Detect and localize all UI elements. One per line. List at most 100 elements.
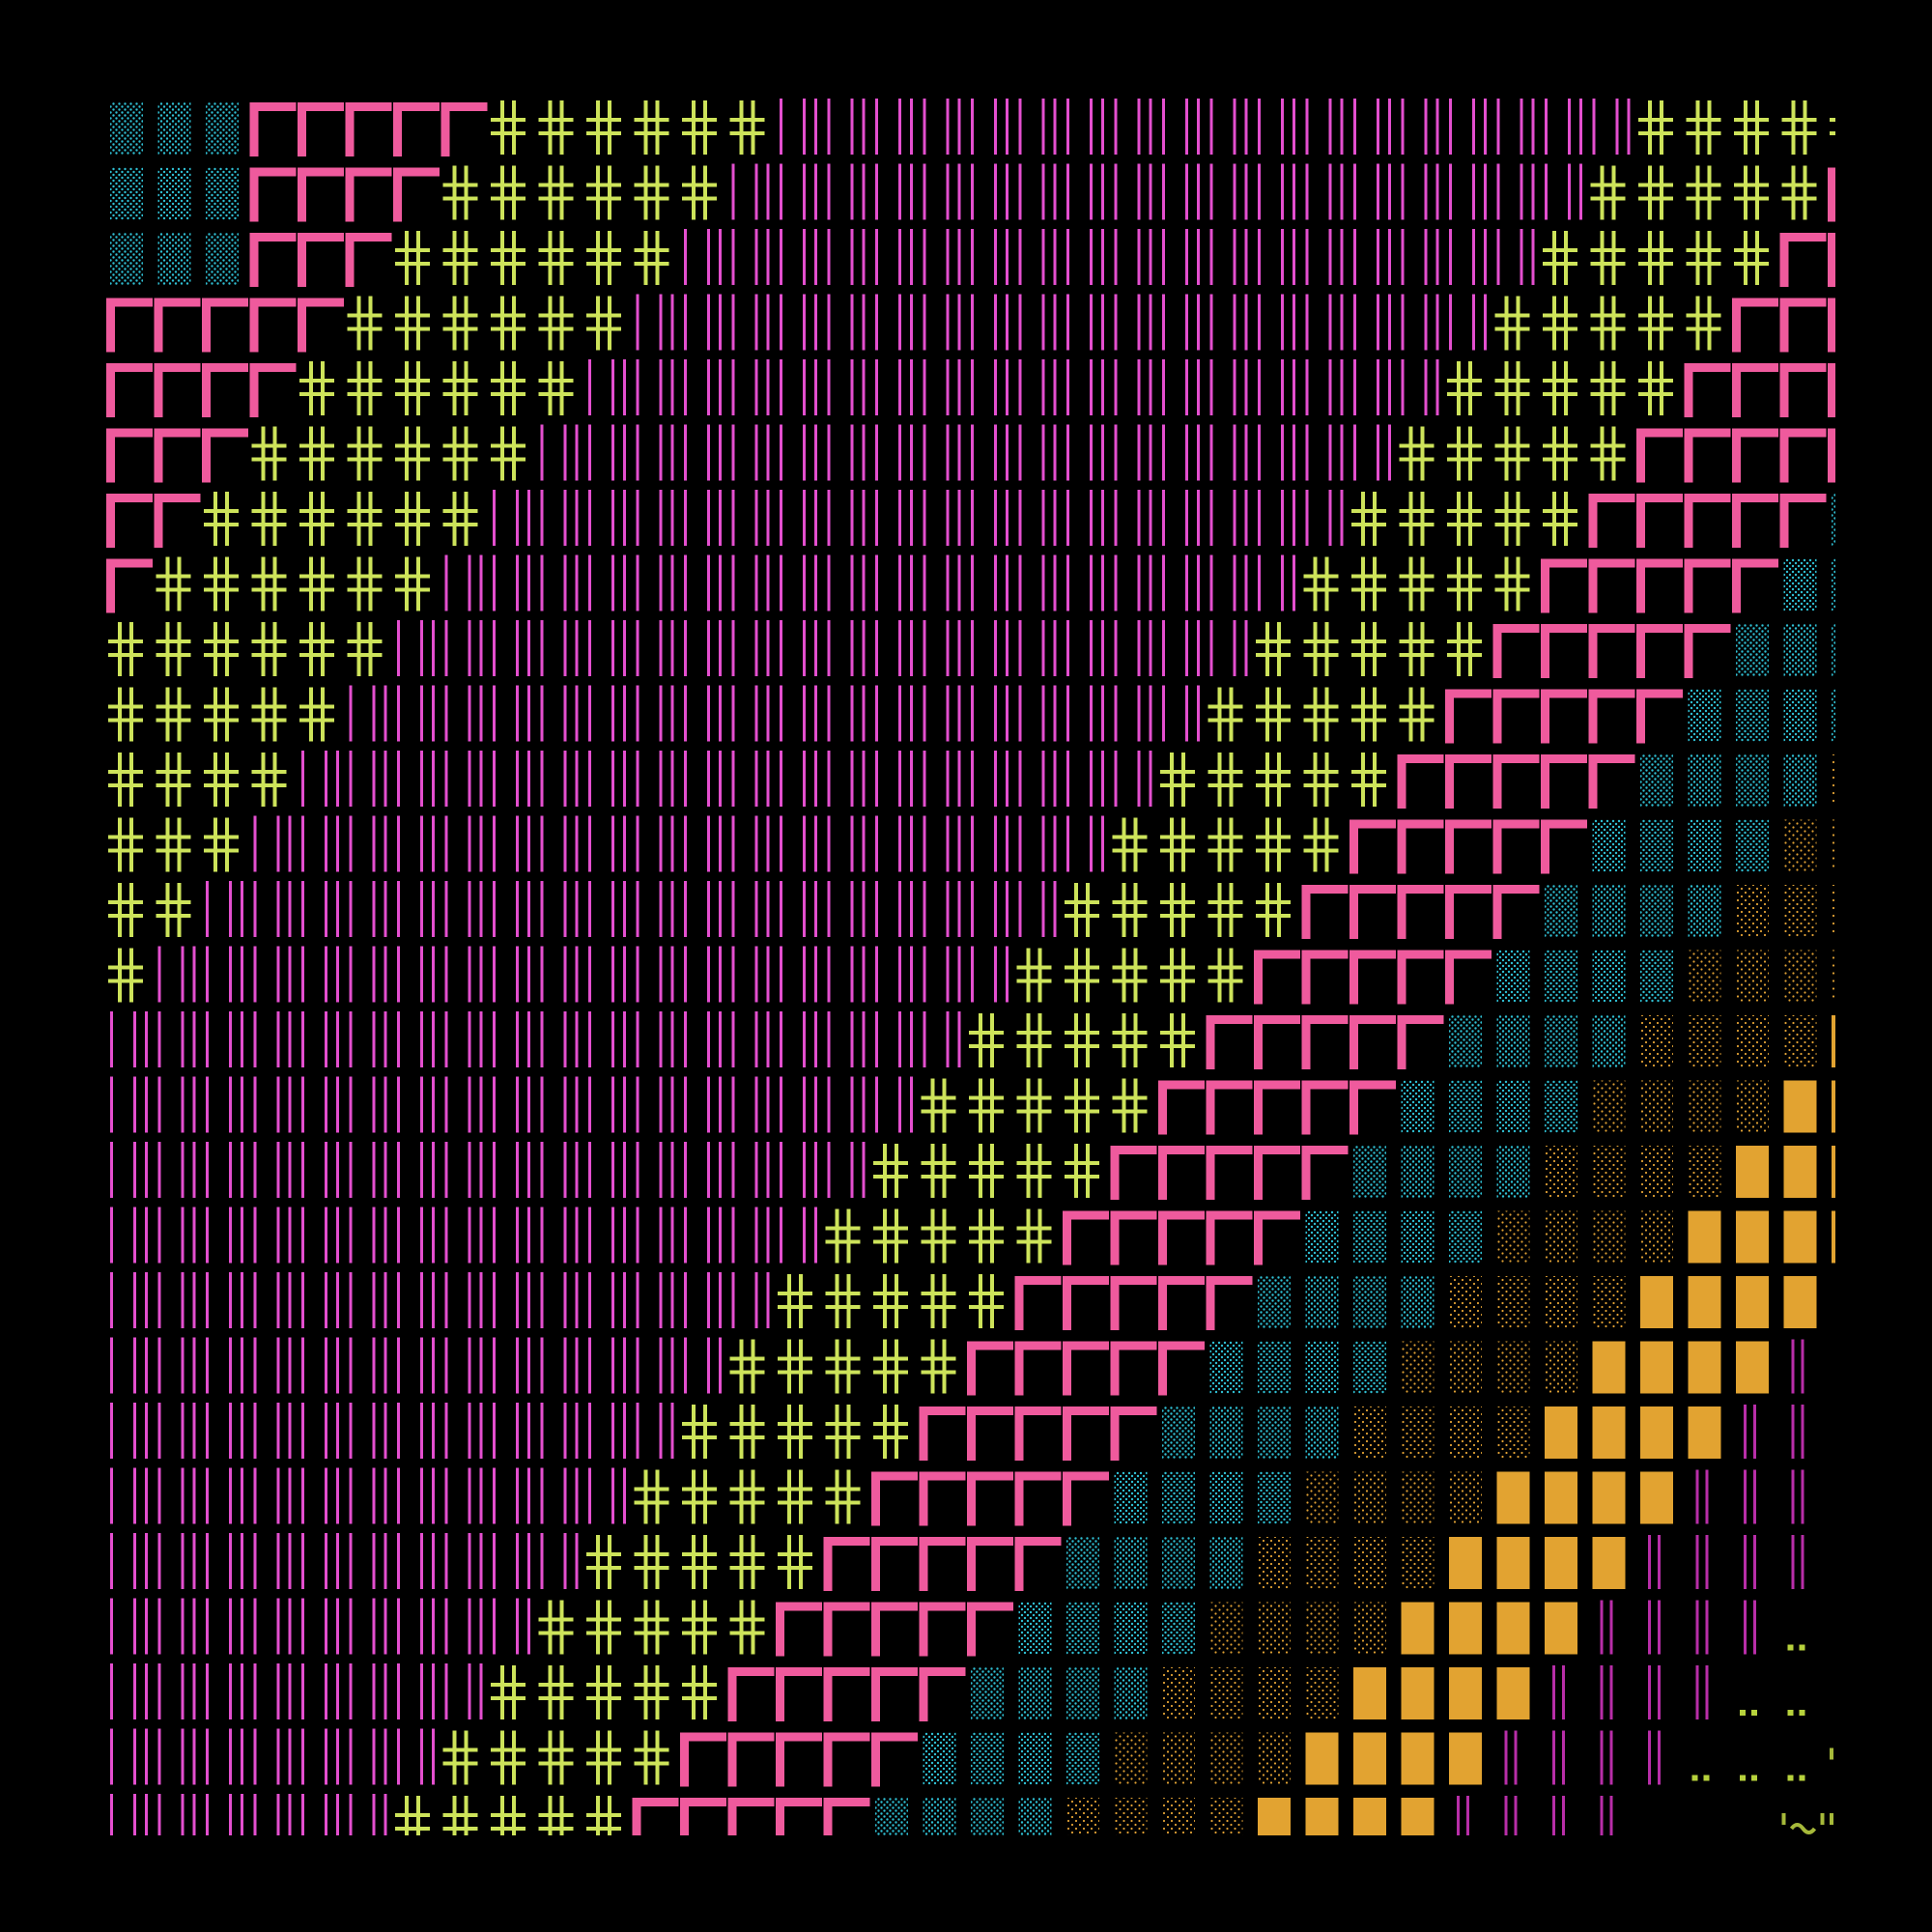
glyph-cell	[731, 685, 770, 742]
glyph-cell	[1492, 624, 1540, 678]
glyph-cell	[493, 1467, 530, 1524]
glyph-cell	[923, 490, 961, 546]
glyph-cell	[1158, 1276, 1205, 1330]
glyph-cell	[1158, 1210, 1205, 1265]
glyph-cell	[299, 687, 334, 742]
glyph-cell	[1110, 1406, 1157, 1461]
glyph-cell	[1449, 1080, 1482, 1133]
glyph-cell	[1783, 754, 1817, 807]
glyph-cell	[156, 622, 191, 676]
glyph-cell	[157, 167, 191, 220]
glyph-cell	[206, 233, 239, 285]
glyph-cell	[636, 620, 674, 676]
glyph-cell	[588, 881, 626, 937]
glyph-cell	[919, 1602, 966, 1657]
glyph-cell	[778, 1469, 812, 1524]
glyph-cell	[540, 1533, 579, 1589]
glyph-cell	[349, 1728, 387, 1785]
glyph-cell	[249, 233, 297, 287]
glyph-cell	[157, 1272, 196, 1328]
glyph-cell	[1545, 1537, 1577, 1589]
glyph-cell	[1545, 1146, 1577, 1198]
glyph-cell	[780, 229, 817, 285]
glyph-cell	[395, 1796, 430, 1835]
glyph-cell	[1114, 751, 1152, 807]
glyph-cell	[636, 1076, 674, 1133]
glyph-cell	[1734, 165, 1769, 220]
glyph-cell	[776, 1732, 822, 1787]
glyph-cell	[1206, 1210, 1253, 1265]
glyph-cell	[253, 1794, 292, 1835]
glyph-cell	[444, 620, 483, 676]
glyph-cell	[684, 881, 722, 937]
glyph-cell	[825, 1339, 861, 1394]
glyph-cell	[491, 1796, 526, 1835]
glyph-cell	[971, 229, 1009, 285]
glyph-cell	[1114, 424, 1152, 481]
glyph-cell	[1018, 359, 1057, 415]
glyph-cell	[1353, 1732, 1386, 1785]
glyph-cell	[349, 1598, 387, 1655]
glyph-cell	[347, 556, 383, 611]
glyph-cell	[923, 1732, 956, 1785]
glyph-cell	[780, 1207, 817, 1264]
glyph-cell	[349, 685, 387, 742]
glyph-cell	[444, 1598, 483, 1655]
glyph-cell	[684, 751, 722, 807]
glyph-cell	[106, 558, 153, 613]
glyph-cell	[1114, 294, 1152, 351]
glyph-cell	[1112, 817, 1148, 872]
glyph-cell	[1832, 1146, 1835, 1198]
glyph-cell	[588, 1467, 626, 1524]
glyph-cell	[1688, 1080, 1721, 1133]
glyph-cell	[588, 1207, 626, 1264]
glyph-cell	[251, 622, 287, 676]
glyph-cell	[1397, 1015, 1444, 1069]
glyph-cell	[1791, 1339, 1804, 1394]
glyph-cell	[1209, 294, 1248, 351]
glyph-cell	[971, 685, 1009, 742]
glyph-cell	[923, 554, 961, 611]
glyph-cell	[347, 426, 383, 481]
glyph-cell	[1353, 359, 1391, 415]
glyph-cell	[442, 165, 478, 220]
glyph-cell	[731, 490, 770, 546]
glyph-cell	[349, 1794, 387, 1835]
glyph-cell	[921, 1339, 956, 1394]
glyph-cell	[684, 294, 722, 351]
glyph-cell	[251, 687, 287, 742]
glyph-cell	[1158, 1146, 1205, 1200]
glyph-cell	[588, 620, 626, 676]
glyph-cell	[1110, 1210, 1157, 1265]
glyph-cell	[588, 1337, 626, 1394]
glyph-cell	[395, 556, 430, 611]
glyph-cell	[1640, 1080, 1673, 1133]
glyph-cell	[538, 231, 574, 285]
glyph-cell	[1063, 1210, 1109, 1265]
glyph-cell	[1783, 558, 1817, 611]
glyph-cell	[636, 1207, 674, 1264]
glyph-cell	[347, 622, 383, 676]
glyph-cell	[1112, 1013, 1148, 1067]
glyph-cell	[349, 1142, 387, 1198]
glyph-cell	[1351, 492, 1386, 546]
glyph-cell	[108, 817, 143, 872]
glyph-cell	[727, 1732, 775, 1787]
glyph-cell	[1014, 1406, 1062, 1461]
glyph-cell	[540, 1011, 579, 1067]
glyph-cell	[538, 1730, 574, 1785]
glyph-cell	[875, 359, 913, 415]
glyph-cell	[1305, 229, 1344, 285]
glyph-cell	[778, 1535, 812, 1589]
glyph-cell	[1832, 624, 1835, 676]
glyph-cell	[1305, 424, 1344, 481]
glyph-cell	[1791, 1535, 1804, 1589]
glyph-cell	[1734, 100, 1769, 155]
glyph-cell	[731, 946, 770, 1003]
glyph-cell	[1305, 1798, 1339, 1835]
glyph-cell	[1066, 229, 1104, 285]
glyph-cell	[871, 1471, 918, 1526]
glyph-cell	[588, 1403, 626, 1459]
glyph-cell	[110, 1337, 148, 1394]
glyph-cell	[1445, 754, 1492, 809]
